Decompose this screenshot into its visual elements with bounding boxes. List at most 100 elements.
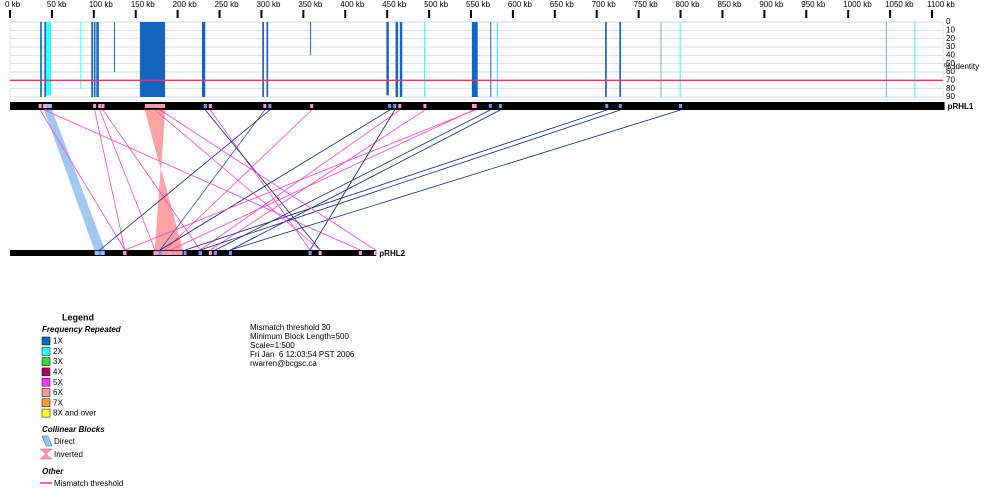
link xyxy=(200,109,621,251)
marker xyxy=(98,251,102,255)
legend-swatch xyxy=(41,357,51,366)
hit-block xyxy=(44,22,47,97)
link xyxy=(169,109,474,251)
sequence-bar xyxy=(10,250,377,256)
marker xyxy=(153,251,157,255)
identity-tick-label: 20 xyxy=(946,34,955,43)
scale-tick-label: 650 kb xyxy=(550,0,575,9)
link xyxy=(159,109,266,251)
scale-tick-label: 150 kb xyxy=(131,0,156,9)
legend-swatch xyxy=(41,336,51,346)
marker xyxy=(618,104,622,108)
legend-label: 6X xyxy=(53,388,63,397)
marker xyxy=(168,251,172,255)
marker xyxy=(42,104,46,108)
collinear-block xyxy=(44,109,106,251)
identity-tick-label: 70 xyxy=(946,75,955,84)
scale-tick-label: 1000 kb xyxy=(843,0,872,9)
identity-tick-label: 30 xyxy=(946,42,955,51)
hit-block xyxy=(139,22,166,97)
scale-tick-label: 550 kb xyxy=(466,0,491,9)
link xyxy=(204,109,321,251)
scale-tick-label: 450 kb xyxy=(382,0,407,9)
link xyxy=(94,109,126,251)
hit-block xyxy=(619,22,622,97)
legend-label: 1X xyxy=(53,337,63,346)
legend-other-title: Other xyxy=(42,467,64,476)
link xyxy=(124,109,476,251)
scale-tick-label: 400 kb xyxy=(340,0,365,9)
marker xyxy=(393,104,397,108)
link xyxy=(210,109,426,251)
sequence-name: pRHL2 xyxy=(379,249,405,258)
marker xyxy=(198,251,202,255)
marker xyxy=(228,251,232,255)
legend-label: 3X xyxy=(53,357,63,366)
link xyxy=(44,109,361,251)
link xyxy=(159,109,390,251)
identity-axis-label: % Identity xyxy=(944,62,979,71)
hit-block xyxy=(885,22,887,97)
legend-swatch xyxy=(41,408,51,418)
hit-block xyxy=(93,22,96,97)
hit-block xyxy=(395,22,399,97)
marker xyxy=(310,104,314,108)
legend-label: 4X xyxy=(53,368,63,377)
marker xyxy=(423,104,427,108)
sequence-bar xyxy=(10,102,945,110)
marker xyxy=(318,251,322,255)
hit-block xyxy=(424,22,426,97)
legend-swatch xyxy=(41,398,51,408)
marker xyxy=(98,104,102,108)
marker xyxy=(38,104,42,108)
hit-block xyxy=(660,22,662,97)
hit-block xyxy=(386,22,389,96)
marker xyxy=(679,104,683,108)
legend-label: 8X and over xyxy=(53,409,96,418)
link xyxy=(99,109,156,251)
legend-swatch xyxy=(41,377,51,387)
scale-tick-label: 950 kb xyxy=(801,0,826,9)
scale-tick-label: 1050 kb xyxy=(885,0,914,9)
legend-label: 7X xyxy=(53,398,63,407)
scale-tick-label: 300 kb xyxy=(256,0,281,9)
scale-tick-label: 500 kb xyxy=(424,0,449,9)
marker xyxy=(373,251,377,255)
marker xyxy=(153,104,157,108)
scale-tick-label: 250 kb xyxy=(215,0,240,9)
link xyxy=(185,109,607,251)
identity-tick-label: 10 xyxy=(946,25,955,34)
hit-block xyxy=(490,22,492,97)
info-line: rwarren@bcgsc.ca xyxy=(250,359,317,368)
hit-block xyxy=(80,22,82,89)
legend-blocks-title: Collinear Blocks xyxy=(42,425,105,434)
marker xyxy=(498,104,502,108)
legend-swatch xyxy=(41,388,51,397)
scale-tick-label: 900 kb xyxy=(759,0,784,9)
inverted-swatch xyxy=(39,448,53,460)
legend-swatch xyxy=(41,347,51,356)
info-line: Minimum Block Length=500 xyxy=(250,332,349,341)
direct-swatch xyxy=(41,435,53,447)
hit-block xyxy=(914,22,916,97)
hit-block xyxy=(46,22,52,96)
hit-block xyxy=(266,22,269,97)
scale-tick-label: 50 kb xyxy=(47,0,67,9)
marker xyxy=(123,251,127,255)
marker xyxy=(358,251,362,255)
legend-label: 2X xyxy=(53,347,63,356)
identity-tick-label: 40 xyxy=(946,50,955,59)
hit-block xyxy=(496,22,498,97)
marker xyxy=(101,104,105,108)
link xyxy=(159,109,376,251)
sequence-name: pRHL1 xyxy=(948,102,974,111)
marker xyxy=(388,104,392,108)
marker xyxy=(158,251,162,255)
info-line: Mismatch threshold 30 xyxy=(250,323,331,332)
marker xyxy=(472,104,476,108)
info-line: Fri Jan 6 12:03:54 PST 2006 xyxy=(250,350,355,359)
marker xyxy=(605,104,609,108)
marker xyxy=(208,251,212,255)
hit-block xyxy=(605,22,607,97)
hit-block xyxy=(262,22,264,97)
